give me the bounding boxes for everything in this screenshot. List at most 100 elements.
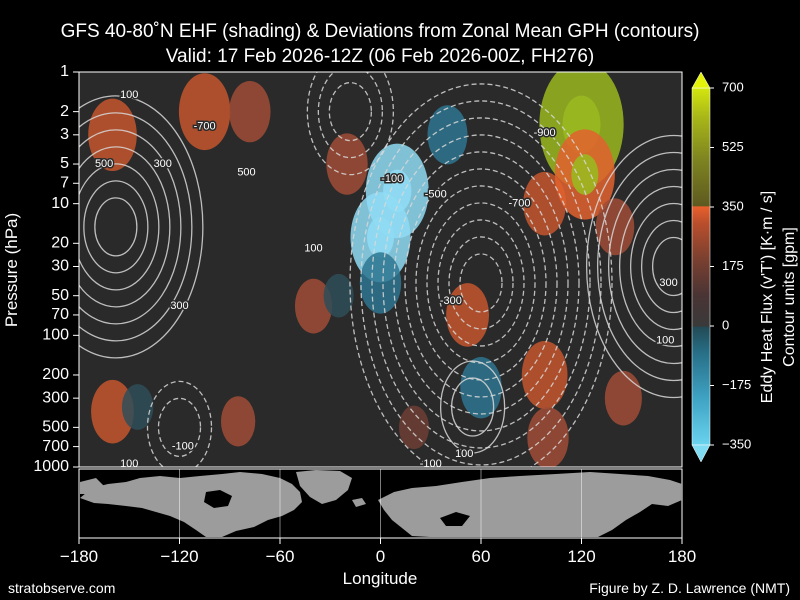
colorbar-extend-max — [691, 71, 711, 89]
map-landmass-north-america — [80, 472, 302, 537]
contour-label-17: 100 — [455, 448, 473, 460]
y-tick-label-1: 1 — [60, 63, 69, 80]
gph-contour-4-2 — [146, 380, 213, 467]
map-hudson-bay — [204, 490, 232, 508]
colorbar-tick-label-4: 0 — [722, 317, 729, 332]
x-tick-label-60: 60 — [472, 547, 491, 566]
ehf-shading-22 — [399, 405, 429, 450]
colorbar-label-right: Contour units [gpm] — [781, 227, 798, 367]
colorbar: 700 525 350 175 0 −175 −350 Eddy Heat Flux (v'… — [691, 71, 798, 463]
gph-contour-5-2 — [439, 360, 506, 454]
contour-label-15: 100 — [120, 458, 138, 470]
y-tick-label-1000: 1000 — [33, 458, 69, 475]
gph-contour-2-9 — [371, 117, 591, 449]
gph-contour-3-4 — [618, 185, 682, 348]
colorbar-tick-label-3: 175 — [722, 258, 744, 273]
x-tick-label-120: 120 — [567, 547, 595, 566]
contour-label-9: -700 — [509, 198, 531, 210]
x-tick-label--120: −120 — [160, 547, 198, 566]
ehf-core-5 — [367, 216, 394, 258]
gph-contour-2-11 — [349, 83, 613, 467]
gph-contour-0-7 — [79, 95, 204, 359]
gph-contour-2-10 — [360, 100, 602, 466]
gph-contour-1-2 — [317, 72, 383, 159]
y-tick-label-30: 30 — [51, 258, 69, 275]
colorbar-tick-label-6: −350 — [722, 436, 751, 451]
gph-contour-2-2 — [448, 236, 514, 330]
gph-contour-0-1 — [94, 197, 138, 257]
gph-contour-3-2 — [640, 219, 682, 314]
y-tick-label-2: 2 — [60, 103, 69, 120]
gph-contour-5-1 — [450, 377, 495, 437]
footer-credit: Figure by Z. D. Lawrence (NMT) — [589, 580, 790, 596]
colorbar-tick-label-5: −175 — [722, 377, 751, 392]
ehf-shading-21 — [220, 396, 256, 447]
footer-site[interactable]: stratobserve.com — [8, 580, 116, 596]
x-tick-label--60: −60 — [266, 547, 295, 566]
plot-frame — [78, 71, 683, 468]
gph-contour-0-6 — [79, 112, 193, 342]
contour-label-1: -700 — [194, 121, 216, 133]
chart-subtitle: Valid: 17 Feb 2026-12Z (06 Feb 2026-00Z,… — [166, 46, 594, 67]
gph-contour-2-1 — [459, 253, 503, 313]
contour-label-10: -300 — [440, 295, 462, 307]
x-tick-label--180: −180 — [60, 547, 98, 566]
x-tick-label-180: 180 — [668, 547, 696, 566]
gph-contour-2-8 — [382, 134, 580, 432]
ehf-core-10 — [571, 154, 599, 195]
gph-contour-1-3 — [306, 72, 394, 176]
map-landmass-iceland — [352, 498, 366, 507]
contour-label-14: -100 — [172, 441, 194, 453]
y-tick-label-3: 3 — [60, 126, 69, 143]
gph-contour-2-3 — [437, 219, 525, 347]
x-tick-label-0: 0 — [376, 547, 385, 566]
colorbar-label-left: Eddy Heat Flux (v'T') [K·m / s] — [759, 191, 776, 403]
ehf-shading-12 — [446, 283, 490, 347]
ehf-shading-1 — [178, 73, 231, 151]
map-landmass-greenland — [296, 470, 352, 504]
contour-label-6: -100 — [381, 173, 403, 185]
y-tick-label-200: 200 — [42, 366, 69, 383]
y-tick-label-7: 7 — [60, 174, 69, 191]
gph-contour-3-1 — [651, 236, 682, 297]
contour-label-7: -500 — [425, 188, 447, 200]
gph-contour-0-2 — [83, 180, 149, 274]
y-tick-label-20: 20 — [51, 235, 69, 252]
y-tick-label-300: 300 — [42, 389, 69, 406]
contour-label-4: 500 — [237, 166, 255, 178]
ehf-shading-17 — [294, 278, 333, 334]
contour-label-5: 100 — [304, 243, 322, 255]
gph-contour-0-5 — [79, 129, 182, 325]
y-tick-label-5: 5 — [60, 155, 69, 172]
y-tick-label-100: 100 — [42, 327, 69, 344]
gph-contour-3-7 — [586, 134, 682, 399]
map-landmass-alaska-east-asia — [80, 478, 104, 494]
colorbar-extend-min — [691, 444, 711, 463]
ehf-shading-20 — [121, 384, 154, 430]
gph-contour-3-6 — [596, 151, 682, 382]
ehf-shading-0 — [88, 98, 137, 172]
ehf-shading-19 — [91, 379, 134, 444]
gph-contour-2-7 — [393, 151, 569, 415]
chart-title: GFS 40-80˚N EHF (shading) & Deviations f… — [61, 21, 700, 42]
ehf-shading-3 — [326, 133, 368, 195]
x-axis-label: Longitude — [343, 569, 418, 588]
colorbar-tick-label-1: 525 — [722, 139, 744, 154]
colorbar-tick-label-2: 350 — [722, 198, 744, 213]
gph-contour-0-4 — [79, 146, 171, 308]
y-axis: 1 2 3 5 7 10 20 30 50 70 100 200 300 500 700 1000 — [33, 63, 79, 475]
y-tick-label-10: 10 — [51, 195, 69, 212]
y-tick-label-50: 50 — [51, 287, 69, 304]
y-tick-label-700: 700 — [42, 438, 69, 455]
ehf-shading-6 — [359, 252, 402, 314]
contour-label-3: 300 — [154, 158, 172, 170]
contour-label-12: 300 — [659, 277, 677, 289]
gph-contour-2-6 — [404, 168, 558, 398]
contour-label-2: 500 — [95, 158, 113, 170]
ehf-shading-13 — [521, 340, 568, 409]
gph-contour-0-3 — [79, 163, 160, 291]
ehf-shading-16 — [460, 357, 502, 419]
contour-label-8: -900 — [534, 127, 556, 139]
plot-area: 100 -700 500 300 500 100 -100 -500 -900 -700 -300 3… — [78, 71, 683, 470]
x-axis: −180 −120 −60 0 60 120 180 — [60, 538, 696, 566]
